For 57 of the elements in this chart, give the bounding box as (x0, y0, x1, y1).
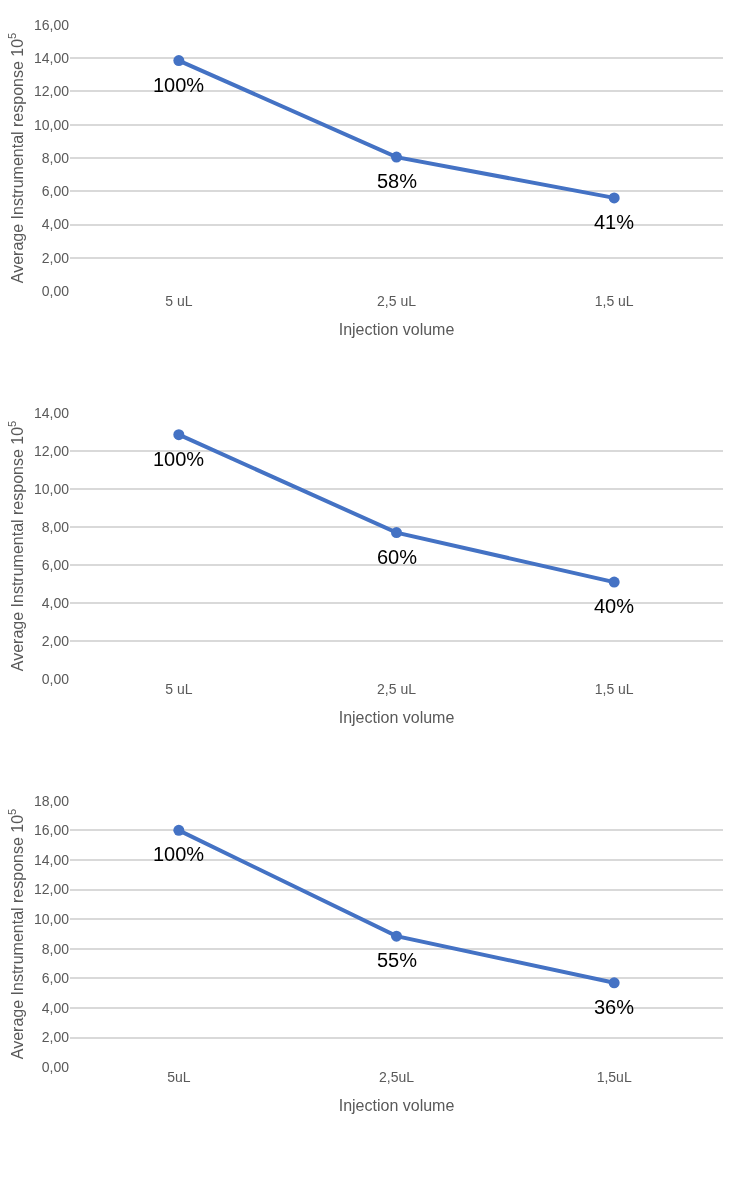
y-tick-label: 6,00 (41, 556, 70, 573)
annotation: 41% (594, 211, 635, 233)
y-tick-label: 2,00 (41, 1029, 70, 1046)
annotation: 55% (377, 949, 418, 971)
annotation: 58% (377, 170, 418, 192)
point (173, 824, 185, 836)
x-tick-label: 5 uL (165, 293, 193, 310)
annotation: 100% (153, 843, 205, 865)
y-tick-label: 8,00 (41, 940, 70, 957)
y-tick-label: 8,00 (41, 149, 70, 166)
y-tick-label: 10,00 (33, 116, 70, 133)
x-tick-label: 1,5 uL (594, 293, 634, 310)
y-tick-label: 16,00 (33, 822, 70, 839)
y-tick-label: 8,00 (41, 518, 70, 535)
x-tick-label: 1,5 uL (594, 681, 634, 698)
y-tick-label: 4,00 (41, 594, 70, 611)
annotation: 60% (377, 546, 418, 568)
y-tick-label: 2,00 (41, 249, 70, 266)
x-tick-label: 2,5 uL (377, 293, 417, 310)
y-tick-label: 0,00 (41, 1059, 70, 1076)
y-tick-label: 12,00 (33, 442, 70, 459)
y-tick-label: 18,00 (33, 792, 70, 809)
y-tick-label: 4,00 (41, 999, 70, 1016)
x-axis-title: Injection volume (338, 708, 455, 726)
x-axis-title: Injection volume (338, 320, 455, 338)
x-tick-label: 2,5 uL (377, 681, 417, 698)
y-tick-label: 14,00 (33, 49, 70, 66)
y-tick-label: 10,00 (33, 480, 70, 497)
point (608, 192, 620, 204)
point (608, 576, 620, 588)
y-tick-label: 14,00 (33, 851, 70, 868)
y-tick-label: 0,00 (41, 671, 70, 688)
x-axis-title: Injection volume (338, 1096, 455, 1114)
x-tick-label: 2,5uL (378, 1069, 415, 1086)
y-tick-label: 0,00 (41, 283, 70, 300)
point (391, 930, 402, 942)
y-tick-label: 4,00 (41, 216, 70, 233)
x-tick-label: 5uL (167, 1069, 191, 1086)
point (391, 527, 402, 539)
point (391, 151, 402, 163)
x-tick-label: 5 uL (165, 681, 193, 698)
point (173, 429, 185, 441)
y-tick-label: 2,00 (41, 632, 70, 649)
annotation: 100% (153, 448, 205, 470)
y-tick-label: 10,00 (33, 911, 70, 928)
y-tick-label: 14,00 (33, 404, 70, 421)
annotation: 40% (594, 595, 635, 617)
y-tick-label: 6,00 (41, 183, 70, 200)
y-tick-label: 12,00 (33, 881, 70, 898)
point (173, 55, 185, 67)
point (608, 977, 620, 989)
annotation: 100% (153, 74, 205, 96)
annotation: 36% (594, 996, 635, 1018)
y-tick-label: 16,00 (33, 16, 70, 33)
y-tick-label: 12,00 (33, 83, 70, 100)
x-tick-label: 1,5uL (596, 1069, 632, 1086)
y-tick-label: 6,00 (41, 970, 70, 987)
